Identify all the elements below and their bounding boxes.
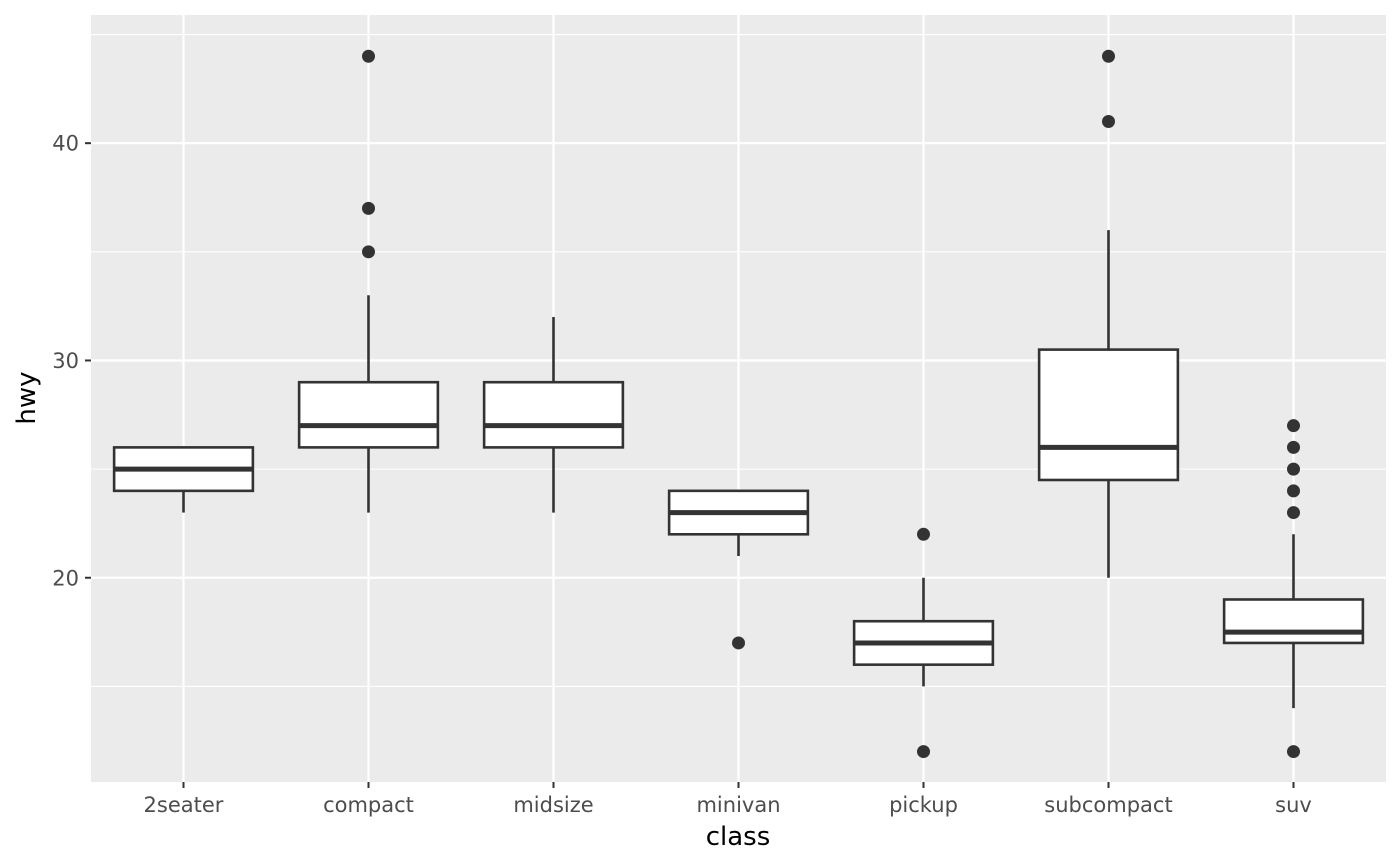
box-iqr	[1222, 598, 1365, 645]
box-midsize	[482, 317, 625, 513]
x-tick-label: subcompact	[1044, 793, 1172, 817]
box-iqr	[297, 380, 440, 449]
x-tick-label: 2seater	[144, 793, 224, 817]
box-compact	[297, 49, 440, 513]
outlier-point	[1287, 506, 1300, 520]
y-axis: 20 30 40	[52, 132, 91, 590]
outlier-point	[732, 636, 745, 650]
outlier-point	[1287, 440, 1300, 454]
box-suv	[1222, 419, 1365, 759]
x-tick-label: midsize	[513, 793, 593, 817]
outlier-point	[1287, 419, 1300, 433]
x-axis-title: class	[706, 822, 771, 852]
outlier-point	[362, 201, 375, 215]
y-tick-label: 20	[52, 566, 79, 590]
x-axis: 2seater compact midsize minivan pickup subcom…	[144, 782, 1312, 817]
x-tick-label: minivan	[696, 793, 780, 817]
outlier-point	[1287, 745, 1300, 759]
outlier-point	[1287, 484, 1300, 498]
box-pickup	[852, 527, 995, 759]
outlier-point	[362, 245, 375, 259]
y-tick-label: 30	[52, 349, 79, 373]
outlier-point	[1102, 49, 1115, 63]
outlier-point	[1287, 462, 1300, 476]
box-subcompact	[1037, 49, 1180, 578]
box-series	[112, 49, 1365, 759]
x-tick-label: suv	[1275, 793, 1312, 817]
y-tick-label: 40	[52, 132, 79, 156]
box-iqr	[1037, 348, 1180, 482]
outlier-point	[362, 49, 375, 63]
x-tick-label: pickup	[889, 793, 958, 817]
box-2seater	[112, 446, 255, 513]
box-minivan	[667, 489, 810, 650]
x-tick-label: compact	[323, 793, 414, 817]
y-axis-title: hwy	[12, 371, 42, 424]
outlier-point	[1102, 114, 1115, 128]
outlier-point	[917, 745, 930, 759]
outlier-point	[917, 527, 930, 541]
box-iqr	[482, 380, 625, 449]
